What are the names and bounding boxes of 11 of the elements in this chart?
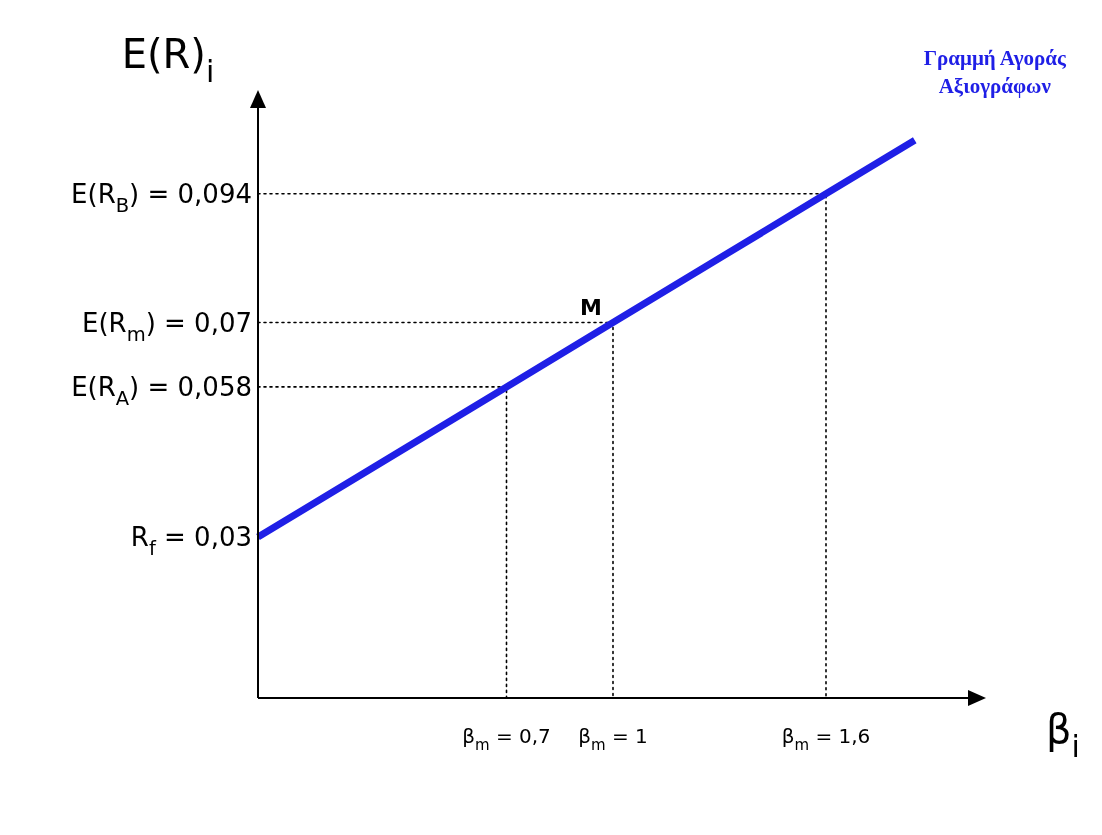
y-axis-title: E(R)$_{i}$ <box>121 31 215 89</box>
x-axis-title: β$_{i}$ <box>1046 706 1080 764</box>
text: Γραμμή Αγοράς Αξιογράφων <box>923 46 1067 99</box>
annotation: M <box>580 294 602 320</box>
y-tick-label: R$_{f}$ = 0,03 <box>130 522 252 561</box>
y-tick-label: E(R$_{m}$) = 0,07 <box>82 307 252 346</box>
y-tick-label: E(R$_{B}$) = 0,094 <box>71 178 252 217</box>
x-tick-label: β$_{m}$ = 0,7 <box>462 724 551 754</box>
x-tick-label: β$_{m}$ = 1 <box>578 724 648 754</box>
x-tick-label: β$_{m}$ = 1,6 <box>781 724 871 754</box>
y-tick-label: E(R$_{A}$) = 0,058 <box>71 372 252 411</box>
